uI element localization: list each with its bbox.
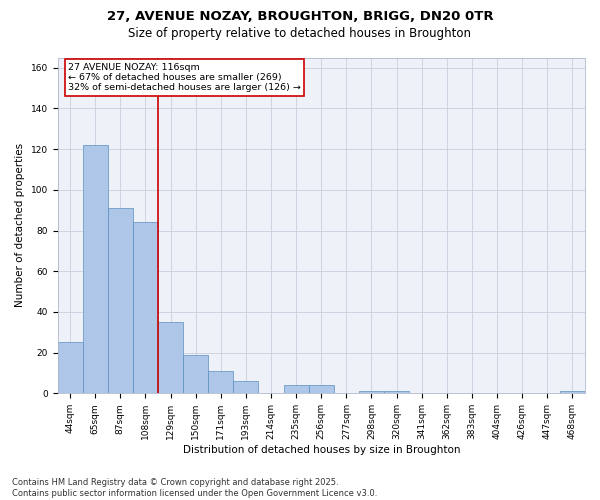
Bar: [384, 392, 409, 394]
Bar: [284, 385, 309, 394]
Text: Contains HM Land Registry data © Crown copyright and database right 2025.
Contai: Contains HM Land Registry data © Crown c…: [12, 478, 377, 498]
Text: Size of property relative to detached houses in Broughton: Size of property relative to detached ho…: [128, 28, 472, 40]
Text: 27, AVENUE NOZAY, BROUGHTON, BRIGG, DN20 0TR: 27, AVENUE NOZAY, BROUGHTON, BRIGG, DN20…: [107, 10, 493, 23]
Bar: [83, 145, 108, 394]
Bar: [108, 208, 133, 394]
Text: 27 AVENUE NOZAY: 116sqm
← 67% of detached houses are smaller (269)
32% of semi-d: 27 AVENUE NOZAY: 116sqm ← 67% of detache…: [68, 62, 301, 92]
Bar: [183, 354, 208, 394]
Bar: [560, 392, 585, 394]
Y-axis label: Number of detached properties: Number of detached properties: [15, 144, 25, 308]
Bar: [158, 322, 183, 394]
Bar: [233, 381, 259, 394]
X-axis label: Distribution of detached houses by size in Broughton: Distribution of detached houses by size …: [182, 445, 460, 455]
Bar: [309, 385, 334, 394]
Bar: [133, 222, 158, 394]
Bar: [359, 392, 384, 394]
Bar: [208, 371, 233, 394]
Bar: [58, 342, 83, 394]
